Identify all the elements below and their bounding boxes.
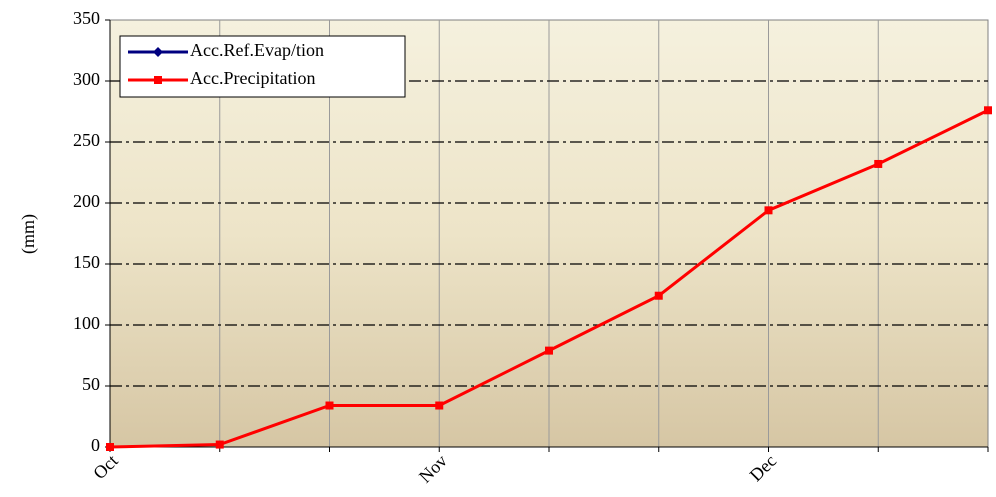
y-tick-label: 300 [73, 69, 100, 89]
data-point [435, 401, 444, 410]
x-tick-label: Nov [415, 451, 451, 487]
legend: Acc.Ref.Evap/tion Acc.Precipitation [119, 35, 406, 98]
data-point [106, 443, 114, 451]
x-tick-label: Oct [89, 451, 122, 484]
data-point [215, 440, 224, 449]
y-tick-label: 250 [73, 130, 100, 150]
y-tick-label: 350 [73, 8, 100, 28]
legend-label: Acc.Ref.Evap/tion [190, 40, 324, 60]
y-tick-label: 0 [91, 435, 100, 455]
data-point [545, 346, 553, 355]
data-point [764, 206, 773, 215]
legend-label: Acc.Precipitation [190, 68, 315, 88]
data-point [874, 159, 883, 168]
y-tick-label: 150 [73, 252, 100, 272]
legend-box [119, 35, 406, 98]
data-point [325, 401, 334, 410]
data-point [654, 291, 663, 300]
y-tick-label: 200 [73, 191, 100, 211]
y-axis-label: (mm) [18, 214, 39, 254]
legend-marker [154, 76, 162, 84]
legend-marker [153, 47, 163, 57]
data-point [984, 106, 992, 115]
y-tick-label: 100 [73, 313, 100, 333]
y-tick-label: 50 [82, 374, 100, 394]
x-tick-label: Dec [746, 451, 781, 486]
